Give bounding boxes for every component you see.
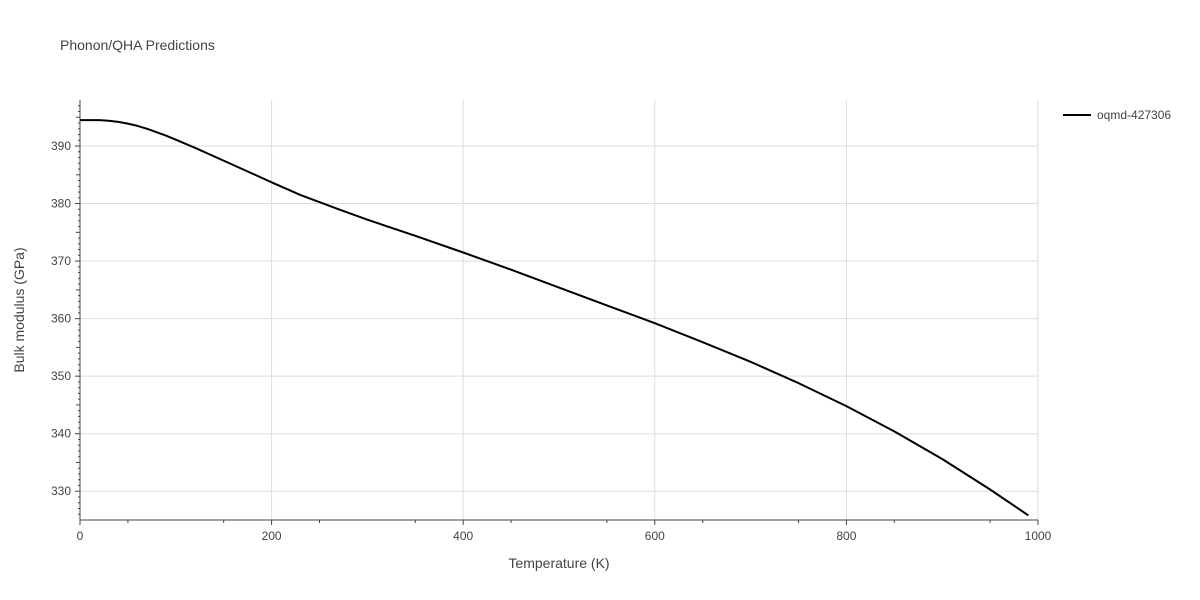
x-tick-label: 1000 [1025,529,1052,543]
x-tick-label: 0 [77,529,84,543]
legend[interactable]: oqmd-427306 [1063,108,1171,122]
series-layer [80,119,1029,517]
series-line[interactable] [80,119,1029,517]
y-tick-label: 330 [51,484,71,498]
y-tick-label: 370 [51,254,71,268]
x-axis-title: Temperature (K) [508,555,609,571]
legend-label: oqmd-427306 [1097,108,1171,122]
y-tick-label: 340 [51,427,71,441]
x-tick-label: 800 [836,529,856,543]
chart-title: Phonon/QHA Predictions [60,37,215,53]
y-tick-label: 390 [51,139,71,153]
y-tick-label: 380 [51,197,71,211]
y-tick-label: 350 [51,369,71,383]
x-tick-label: 200 [262,529,282,543]
y-axis-title: Bulk modulus (GPa) [11,247,27,372]
y-tick-label: 360 [51,312,71,326]
grid-layer [80,100,1039,520]
x-tick-label: 600 [645,529,665,543]
x-tick-label: 400 [453,529,473,543]
axes-layer: 0 200 400 600 800 1000 330 340 350 360 370 380 390 [51,100,1052,543]
